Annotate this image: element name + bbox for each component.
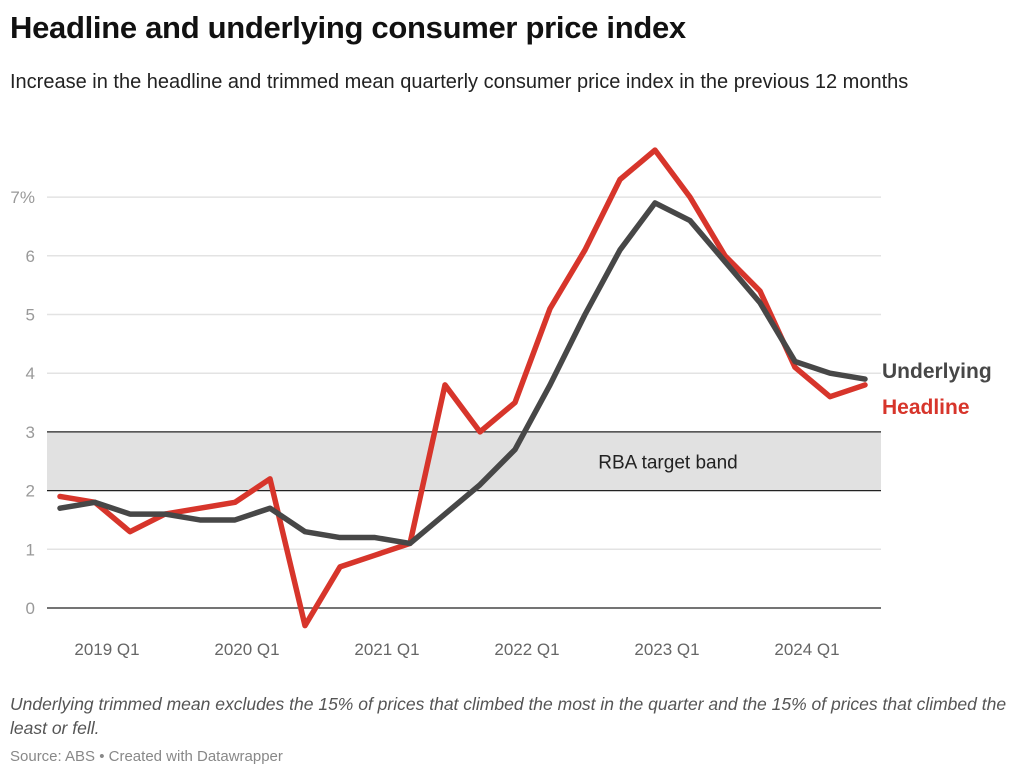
x-tick-label: 2022 Q1 [494,640,559,659]
legend-label-underlying: Underlying [882,360,992,383]
y-tick-label: 5 [26,306,35,325]
y-tick-label: 2 [26,482,35,501]
chart-title: Headline and underlying consumer price i… [10,10,686,45]
x-tick-label: 2020 Q1 [214,640,279,659]
x-tick-label: 2024 Q1 [774,640,839,659]
y-tick-label: 6 [26,247,35,266]
line-chart: RBA target band 0 1 2 3 4 5 6 7% 2019 Q1 2020 Q1… [10,147,992,659]
x-tick-label: 2023 Q1 [634,640,699,659]
series-line-headline [57,147,868,629]
y-tick-label: 4 [26,364,35,383]
legend-label-headline: Headline [882,396,970,419]
band-label: RBA target band [598,452,737,473]
x-tick-label: 2019 Q1 [74,640,139,659]
chart-subtitle: Increase in the headline and trimmed mea… [10,71,909,93]
rba-target-band [47,431,881,491]
y-tick-label: 1 [26,540,35,559]
x-tick-label: 2021 Q1 [354,640,419,659]
y-tick-label: 3 [26,423,35,442]
chart-note: Underlying trimmed mean excludes the 15%… [10,694,1007,738]
y-tick-label: 7% [10,188,35,207]
series-line-underlying [57,200,868,547]
chart-source: Source: ABS • Created with Datawrapper [10,748,283,765]
y-tick-label: 0 [26,599,35,618]
